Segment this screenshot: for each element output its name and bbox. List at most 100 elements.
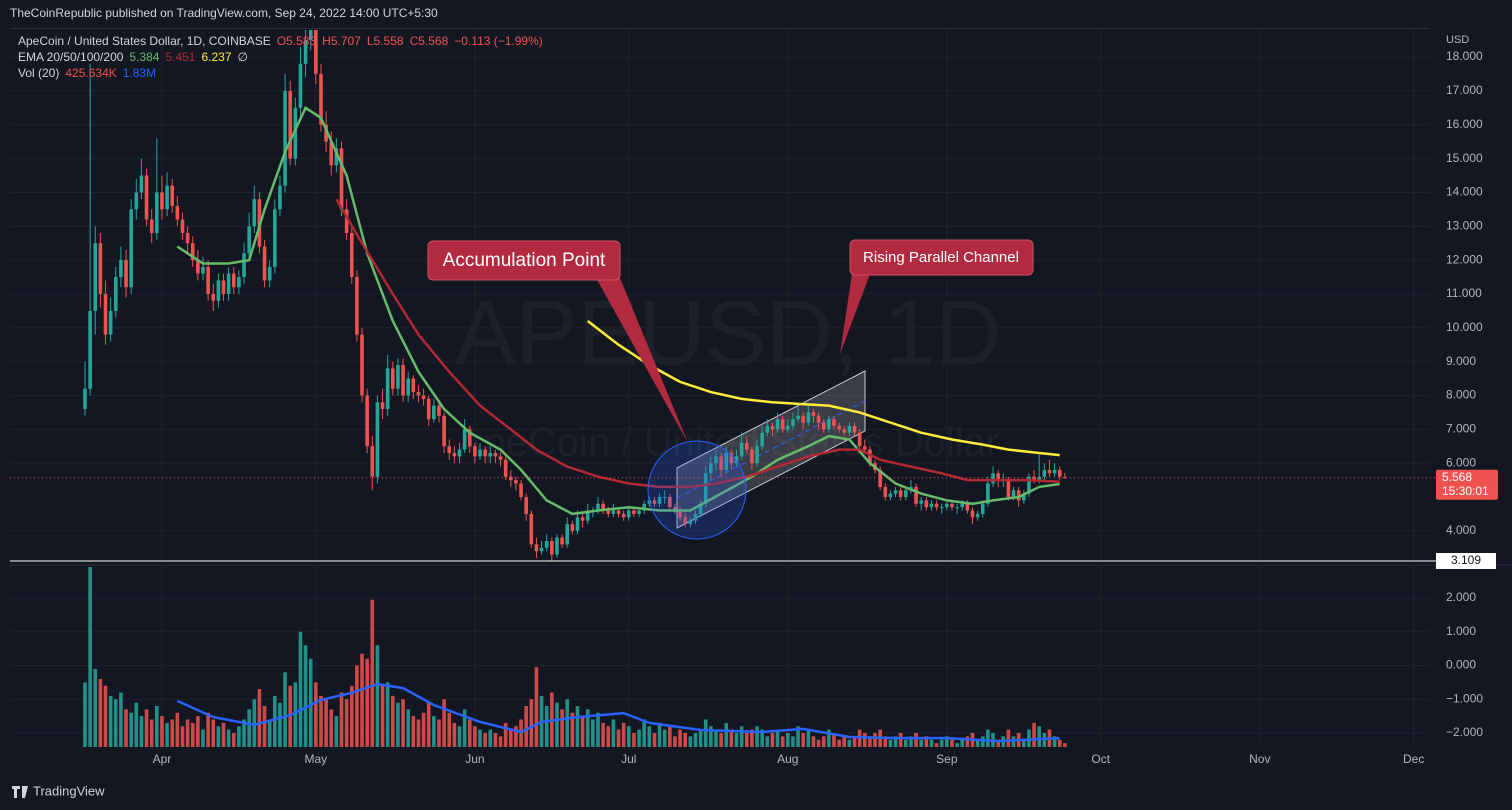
candle-body: [821, 422, 826, 430]
volume-bar: [909, 736, 913, 747]
candle-body: [585, 510, 590, 521]
candle-body: [278, 185, 282, 210]
volume-bar: [596, 712, 600, 747]
candle-body: [478, 449, 482, 457]
candle-body: [806, 412, 811, 423]
candle-body: [744, 442, 749, 450]
candle-body: [719, 456, 723, 470]
candle-body: [457, 449, 462, 457]
candle-body: [467, 429, 472, 447]
candle-body: [534, 544, 539, 552]
volume-bar: [360, 653, 364, 747]
candle-body: [134, 192, 139, 210]
volume-bar: [816, 739, 821, 747]
candle-body: [293, 107, 298, 159]
volume-bar: [149, 719, 154, 747]
candle-body: [683, 517, 688, 525]
volume-bar: [391, 695, 395, 747]
volume-bar: [308, 658, 313, 747]
candle-body: [201, 266, 205, 274]
volume-bar: [570, 712, 575, 747]
volume-bar: [827, 729, 831, 747]
candle-body: [288, 90, 293, 159]
volume-bar: [868, 736, 872, 747]
volume-bar: [616, 729, 621, 747]
candle-body: [698, 503, 703, 514]
candle-body: [298, 63, 303, 108]
candle-body: [621, 513, 626, 518]
volume-bar: [611, 719, 616, 747]
candle-body: [673, 507, 677, 511]
candle-body: [98, 243, 103, 294]
candle-body: [847, 425, 852, 433]
legend-item: Vol (20): [18, 66, 59, 80]
candle-body: [575, 517, 580, 531]
volume-bar: [750, 729, 754, 747]
volume-bar: [478, 729, 482, 747]
volume-bar: [529, 699, 534, 747]
volume-bar: [93, 668, 98, 747]
candle-body: [868, 449, 872, 464]
ema-line: [176, 105, 1060, 516]
volume-bar: [129, 712, 133, 747]
volume-bar: [432, 716, 436, 747]
volume-bar: [411, 716, 416, 747]
candle-body: [473, 446, 477, 457]
volume-bar: [729, 729, 734, 747]
volume-bar: [606, 726, 611, 747]
candle-body: [493, 453, 498, 457]
volume-bar: [678, 729, 682, 747]
callout-box: [427, 240, 621, 281]
callout-pointer: [596, 278, 688, 443]
volume-bar: [939, 739, 944, 747]
volume-bar: [262, 706, 267, 747]
overlay: 18.000 17.000 16.000 15.000 14.000 13.000 12.0…: [10, 34, 1498, 766]
candle-body: [544, 541, 549, 548]
candle-body: [237, 277, 241, 288]
candle-body: [129, 209, 133, 288]
volume-bar: [278, 702, 282, 747]
volume-bar: [1063, 743, 1067, 747]
volume-bar: [780, 736, 785, 747]
candle-body: [226, 273, 231, 294]
candle-body: [924, 500, 929, 508]
candle-body: [165, 185, 169, 210]
y-tick-label: 11.000: [1446, 286, 1482, 300]
volume-bar: [637, 729, 641, 747]
candle-body: [565, 524, 570, 545]
candle-body: [626, 510, 631, 518]
volume-bar: [975, 739, 980, 747]
volume-bar: [170, 719, 175, 747]
volume-bar: [719, 732, 723, 747]
publisher: TheCoinRepublic published on TradingView…: [10, 6, 438, 20]
candle-body: [242, 253, 246, 278]
candle-body: [734, 456, 739, 464]
candle-body: [580, 517, 585, 521]
volume-bar: [801, 732, 806, 747]
candle-body: [324, 124, 328, 142]
volume-bar: [893, 736, 898, 747]
brand: TradingView: [33, 783, 105, 798]
volume-bar: [237, 726, 241, 747]
volume-bar: [821, 736, 826, 747]
callout-text: Accumulation Point: [443, 250, 606, 271]
candle-body: [652, 500, 657, 504]
candle-body: [842, 429, 847, 433]
candle-body: [283, 90, 287, 186]
candle-body: [970, 510, 975, 518]
volume-bar: [555, 702, 559, 747]
candle-body: [919, 500, 924, 504]
candle-body: [329, 141, 334, 166]
candle-body: [1063, 477, 1067, 479]
candle-body: [426, 398, 431, 420]
volume-bar: [257, 689, 262, 747]
last-price-bg: [1436, 469, 1498, 500]
candle-body: [216, 280, 221, 301]
candle-body: [714, 456, 718, 464]
candle-body: [252, 199, 257, 227]
candle-body: [991, 473, 995, 484]
volume-bar: [585, 709, 590, 747]
legend-item: −0.113 (−1.99%): [454, 34, 543, 48]
candle-body: [1032, 476, 1036, 481]
volume-bar: [647, 726, 652, 747]
